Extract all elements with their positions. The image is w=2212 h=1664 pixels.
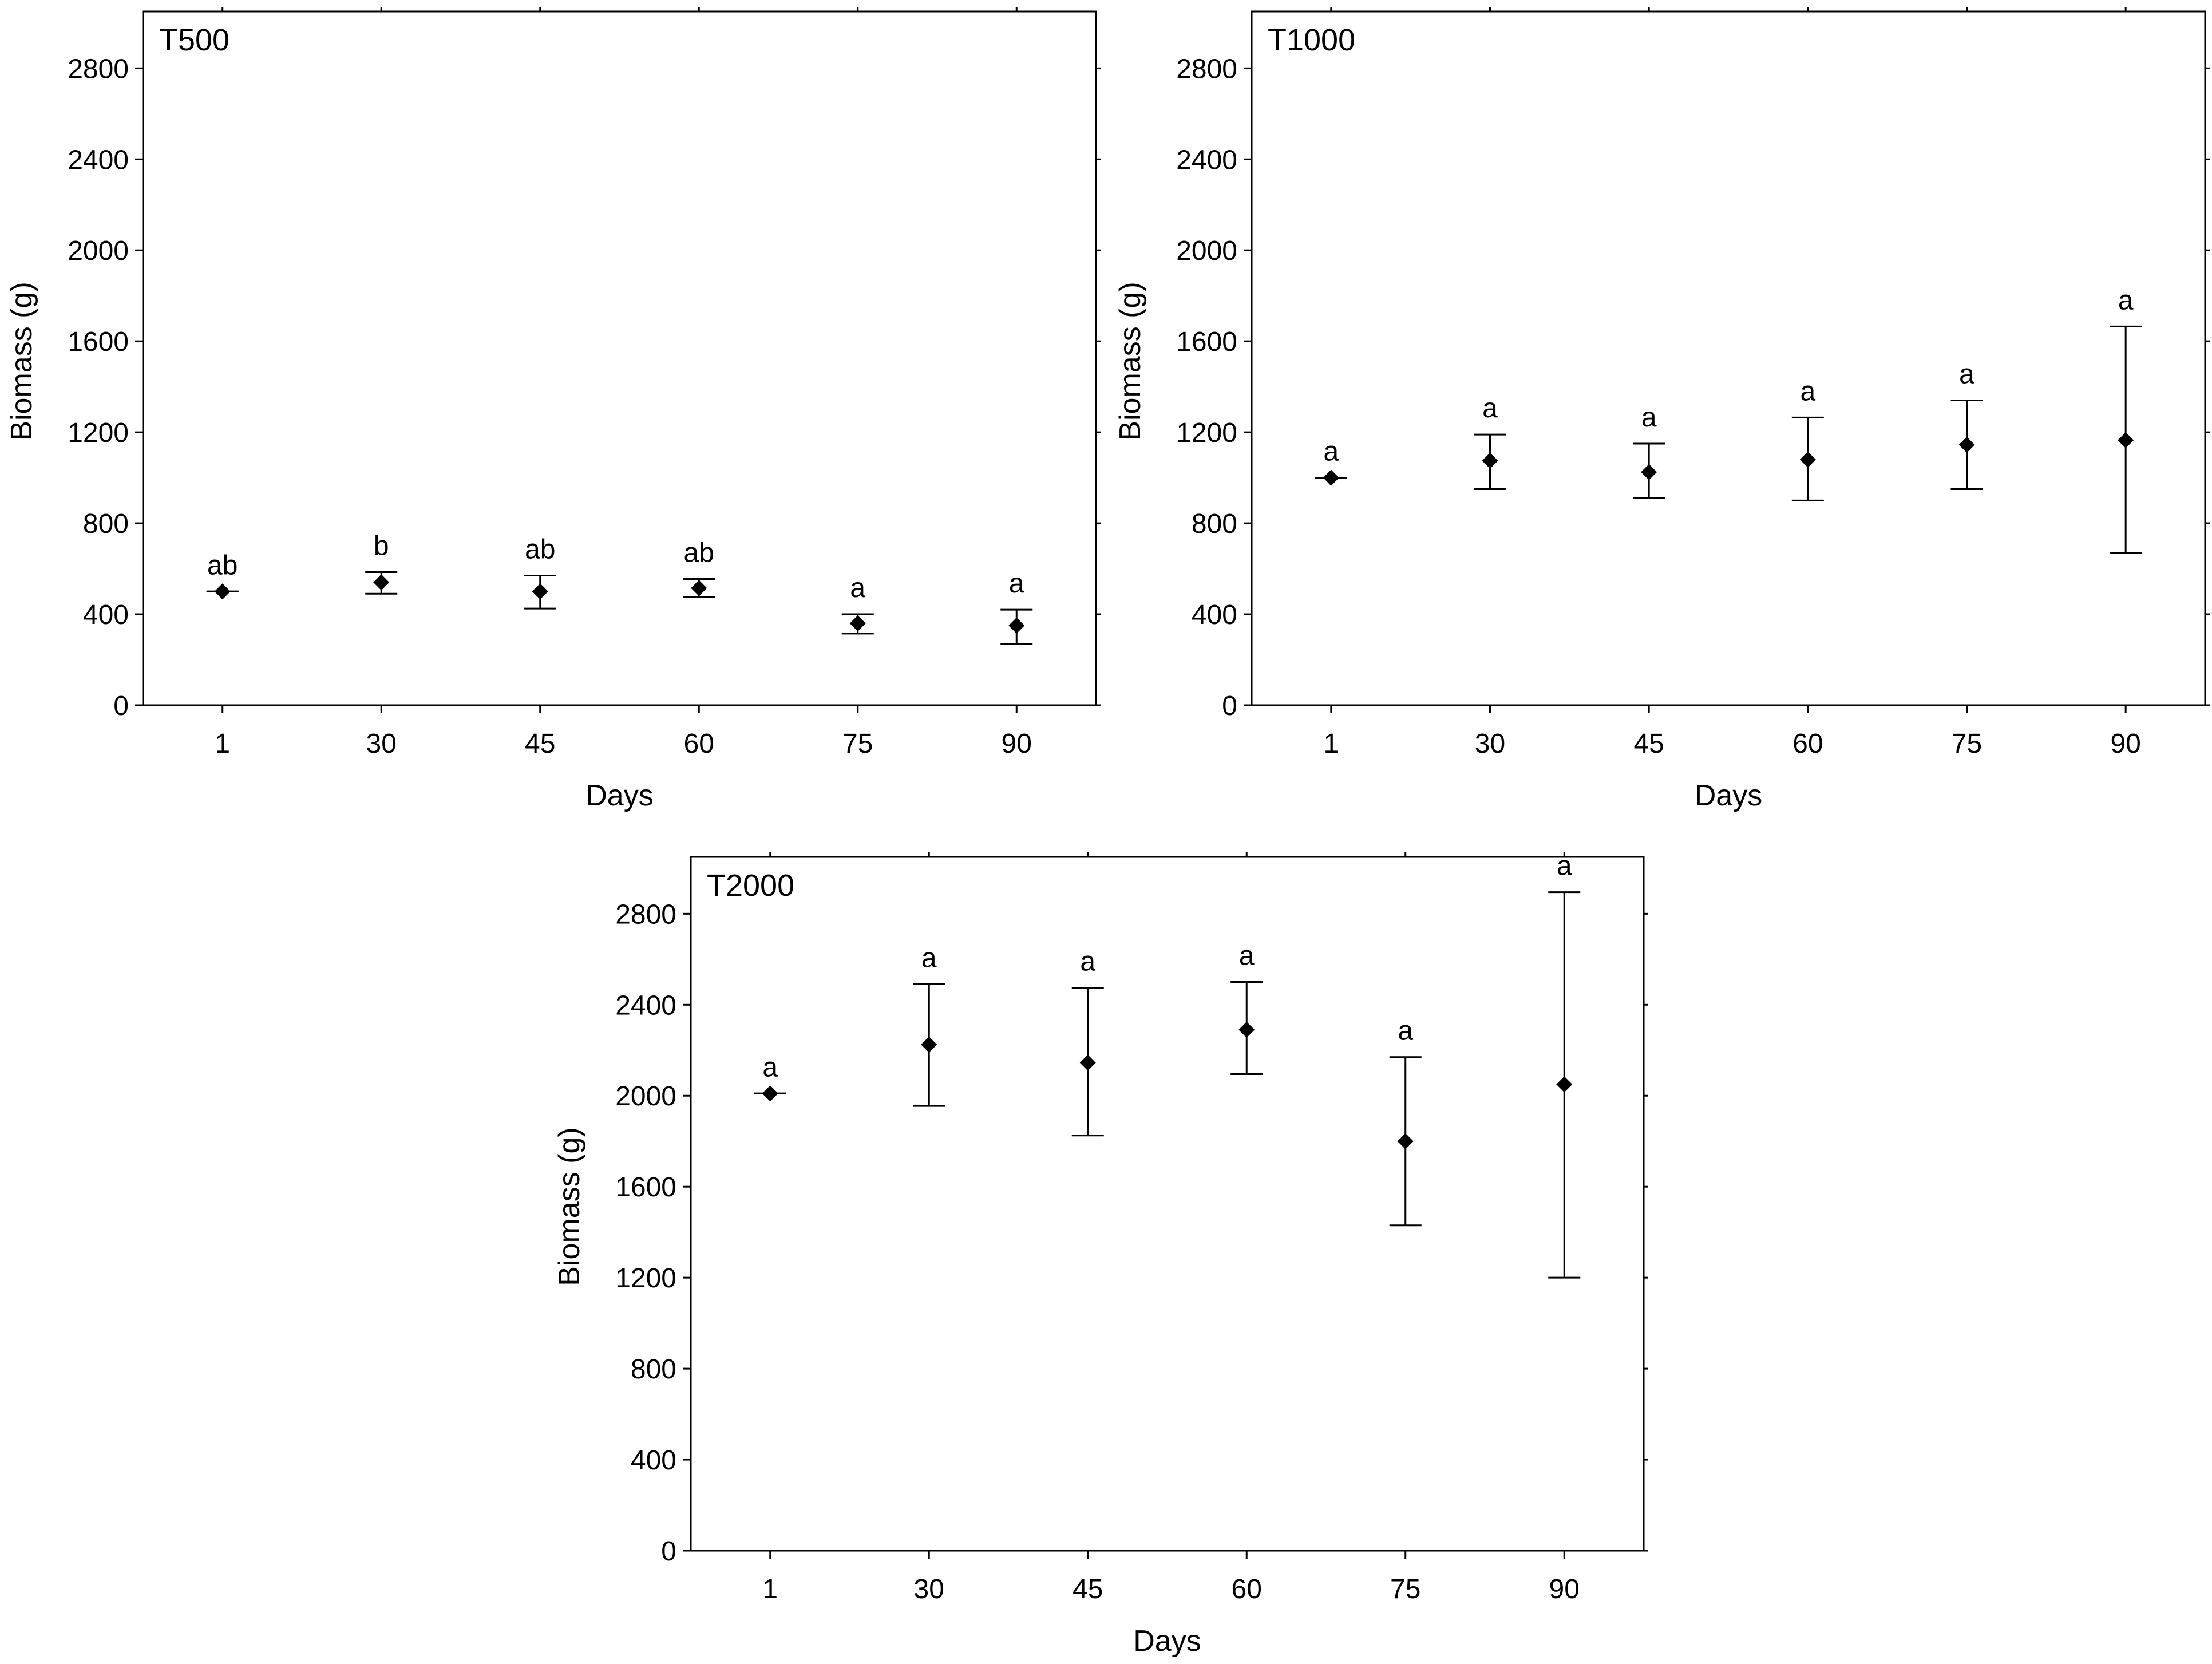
y-tick-label: 1600 xyxy=(1176,327,1237,357)
panel-label: T500 xyxy=(159,23,229,57)
x-tick-label: 30 xyxy=(914,1574,944,1604)
plot-frame xyxy=(142,10,1097,706)
data-point xyxy=(921,1036,937,1053)
data-point xyxy=(762,1085,778,1102)
y-tick-label: 800 xyxy=(631,1354,676,1385)
panel-label: T2000 xyxy=(707,868,794,903)
significance-letter: a xyxy=(921,943,937,974)
y-tick-label: 0 xyxy=(1222,691,1237,721)
significance-letter: a xyxy=(1398,1016,1413,1046)
x-tick-label: 30 xyxy=(1475,729,1505,759)
y-tick-label: 2800 xyxy=(1176,54,1237,84)
y-tick-label: 2000 xyxy=(615,1081,676,1112)
significance-letter: a xyxy=(762,1052,778,1082)
significance-letter: a xyxy=(2118,285,2134,315)
significance-letter: ab xyxy=(207,550,238,580)
x-tick-label: 60 xyxy=(1792,729,1823,759)
x-tick-label: 45 xyxy=(1633,729,1664,759)
significance-letter: a xyxy=(1800,376,1815,406)
x-tick-label: 60 xyxy=(1232,1574,1262,1604)
x-tick-label: 75 xyxy=(842,729,873,759)
significance-letter: a xyxy=(1641,402,1657,433)
data-point xyxy=(2118,432,2134,449)
y-tick-label: 2400 xyxy=(615,990,676,1021)
data-point xyxy=(373,574,390,591)
data-point xyxy=(1799,451,1816,468)
y-tick-label: 2000 xyxy=(1176,236,1237,266)
y-axis-title: Biomass (g) xyxy=(5,282,38,440)
x-tick-label: 60 xyxy=(684,729,714,759)
y-tick-label: 400 xyxy=(83,600,129,630)
y-tick-label: 400 xyxy=(1192,600,1237,630)
data-point xyxy=(849,615,866,631)
y-tick-label: 1200 xyxy=(68,418,129,448)
x-tick-label: 30 xyxy=(366,729,397,759)
data-point xyxy=(1238,1022,1255,1038)
chart-panel: 0 400 800 1200 1600 2000 2400 2800 1 30 45 60 75 90 Da… xyxy=(5,7,1101,812)
significance-letter: b xyxy=(374,531,389,562)
data-point xyxy=(1482,452,1498,469)
y-tick-label: 1600 xyxy=(68,327,129,357)
significance-letter: a xyxy=(1239,941,1255,971)
y-tick-label: 0 xyxy=(661,1536,676,1567)
y-tick-label: 2800 xyxy=(68,54,129,84)
chart-panel: 0 400 800 1200 1600 2000 2400 2800 1 30 45 60 75 90 Da… xyxy=(553,851,1648,1658)
data-point xyxy=(1556,1076,1573,1093)
y-tick-label: 1200 xyxy=(1176,418,1237,448)
x-axis-title: Days xyxy=(585,779,653,812)
significance-letter: a xyxy=(1959,359,1974,390)
x-tick-label: 90 xyxy=(1549,1574,1580,1604)
x-tick-label: 90 xyxy=(2110,729,2140,759)
y-tick-label: 1600 xyxy=(615,1172,676,1203)
x-tick-label: 75 xyxy=(1390,1574,1420,1604)
y-tick-label: 800 xyxy=(1192,509,1237,539)
plot-frame xyxy=(1251,10,2206,706)
panel-label: T1000 xyxy=(1268,23,1355,57)
x-tick-label: 90 xyxy=(1002,729,1032,759)
data-point xyxy=(1958,437,1975,453)
y-tick-label: 2400 xyxy=(1176,145,1237,175)
significance-letter: a xyxy=(1009,568,1024,599)
x-tick-label: 45 xyxy=(1073,1574,1103,1604)
x-tick-label: 1 xyxy=(762,1574,778,1604)
data-point xyxy=(1323,469,1339,486)
significance-letter: ab xyxy=(684,537,714,568)
significance-letter: a xyxy=(1080,946,1095,977)
data-point xyxy=(1397,1133,1414,1149)
significance-letter: ab xyxy=(525,534,555,564)
y-axis-title: Biomass (g) xyxy=(553,1127,586,1286)
significance-letter: a xyxy=(1482,393,1498,424)
significance-letter: a xyxy=(1323,437,1339,467)
data-point xyxy=(1008,617,1025,634)
x-axis-title: Days xyxy=(1695,779,1762,812)
x-tick-label: 45 xyxy=(525,729,555,759)
y-tick-label: 400 xyxy=(631,1445,676,1476)
y-tick-label: 1200 xyxy=(615,1263,676,1294)
y-axis-title: Biomass (g) xyxy=(1114,282,1147,440)
y-tick-label: 800 xyxy=(83,509,129,539)
x-tick-label: 1 xyxy=(215,729,230,759)
data-point xyxy=(1641,464,1657,480)
x-axis-title: Days xyxy=(1133,1625,1201,1658)
x-tick-label: 75 xyxy=(1952,729,1982,759)
y-tick-label: 2800 xyxy=(615,899,676,930)
plot-frame xyxy=(690,856,1645,1552)
data-point xyxy=(532,583,548,600)
significance-letter: a xyxy=(1557,851,1572,882)
y-tick-label: 0 xyxy=(113,691,129,721)
significance-letter: a xyxy=(850,573,865,603)
x-tick-label: 1 xyxy=(1323,729,1339,759)
data-point xyxy=(1079,1054,1096,1071)
y-tick-label: 2400 xyxy=(68,145,129,175)
data-point xyxy=(691,580,707,596)
data-point xyxy=(214,583,231,600)
chart-panel: 0 400 800 1200 1600 2000 2400 2800 1 30 45 60 75 90 Da… xyxy=(1114,7,2210,812)
y-tick-label: 2000 xyxy=(68,236,129,266)
